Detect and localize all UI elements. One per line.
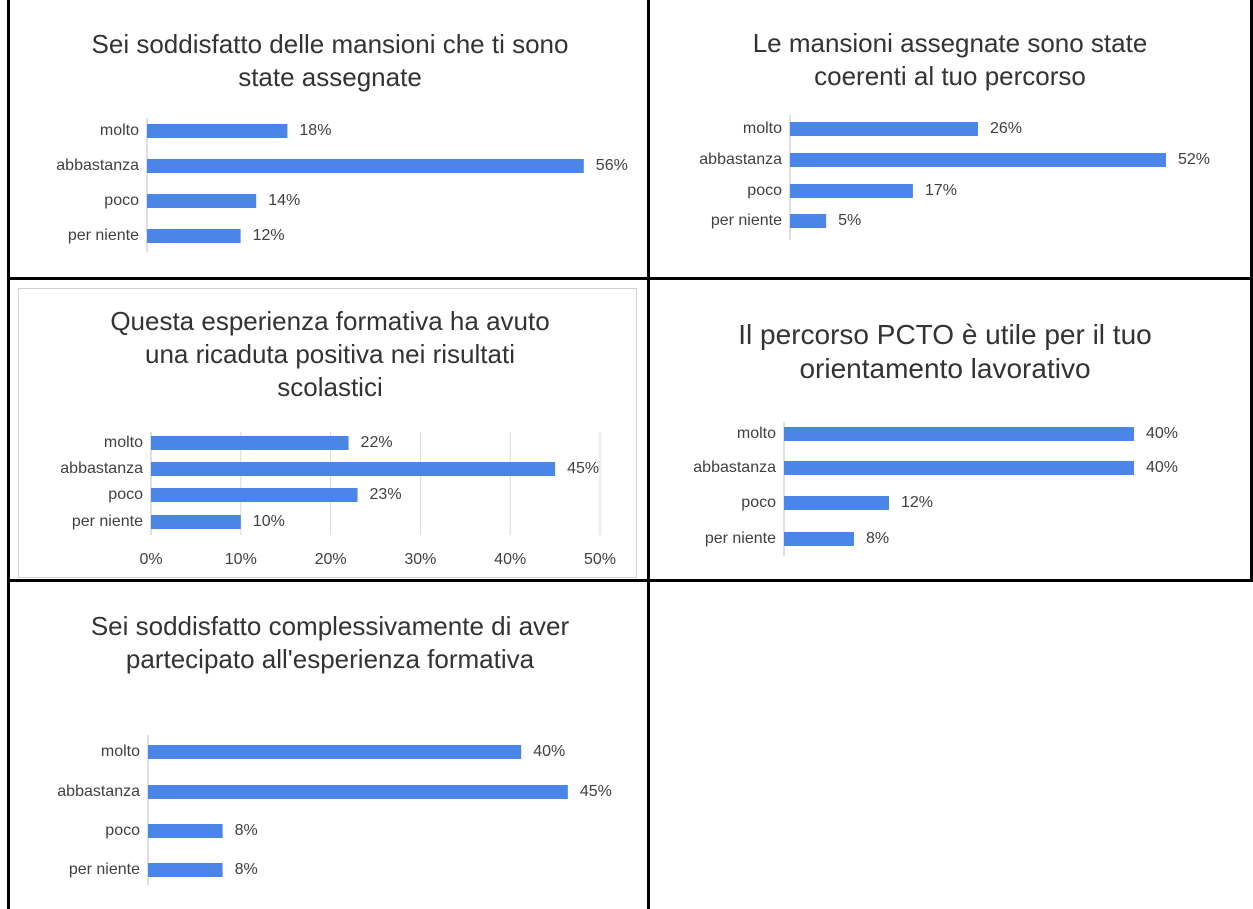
y-tick-label: per niente (68, 227, 139, 244)
chart-title: Questa esperienza formativa ha avuto una… (110, 306, 550, 402)
y-tick-label: molto (104, 434, 143, 451)
bar (151, 515, 241, 529)
bar (151, 462, 556, 476)
y-tick-label: poco (108, 486, 143, 503)
data-label: 45% (580, 783, 612, 800)
border (7, 277, 1253, 280)
data-label: 8% (866, 530, 889, 547)
y-tick-label: abbastanza (56, 157, 139, 174)
y-tick-label: molto (101, 743, 140, 760)
data-label: 17% (925, 182, 957, 199)
y-tick-label: poco (747, 182, 782, 199)
x-tick-label: 30% (404, 551, 436, 568)
y-tick-label: per niente (72, 513, 143, 530)
y-tick-label: abbastanza (699, 151, 782, 168)
data-label: 12% (901, 494, 933, 511)
data-label: 26% (990, 120, 1022, 137)
bar (147, 229, 241, 243)
chart-title: Sei soddisfatto delle mansioni che ti so… (91, 29, 569, 92)
bar (790, 214, 827, 228)
x-tick-label: 20% (315, 551, 347, 568)
bar (790, 122, 978, 136)
data-label: 8% (235, 861, 258, 878)
bar (784, 496, 889, 510)
data-label: 5% (838, 212, 861, 229)
border (7, 0, 10, 909)
data-label: 18% (299, 122, 331, 139)
bar (784, 461, 1134, 475)
bar (151, 488, 358, 502)
data-label: 56% (596, 157, 628, 174)
data-label: 40% (533, 743, 565, 760)
y-tick-label: molto (737, 425, 776, 442)
x-tick-label: 10% (225, 551, 257, 568)
bar (151, 436, 349, 450)
y-tick-label: abbastanza (60, 460, 143, 477)
bar (147, 194, 257, 208)
y-tick-label: molto (743, 120, 782, 137)
y-tick-label: abbastanza (57, 783, 140, 800)
y-tick-label: abbastanza (693, 459, 776, 476)
x-tick-label: 50% (584, 551, 616, 568)
y-tick-label: molto (100, 122, 139, 139)
data-label: 23% (370, 486, 402, 503)
data-label: 22% (361, 434, 393, 451)
data-label: 52% (1178, 151, 1210, 168)
chart-title: Le mansioni assegnate sono state coerent… (752, 28, 1148, 91)
x-tick-label: 40% (494, 551, 526, 568)
border (7, 579, 1253, 582)
data-label: 40% (1146, 425, 1178, 442)
bar (148, 824, 223, 838)
y-tick-label: per niente (705, 530, 776, 547)
bar (784, 532, 854, 546)
y-tick-label: per niente (69, 861, 140, 878)
y-tick-label: poco (741, 494, 776, 511)
bar (148, 745, 522, 759)
chart-frame (18, 288, 637, 578)
bar (148, 785, 568, 799)
bar (784, 427, 1134, 441)
chart-title: Sei soddisfatto complessivamente di aver… (90, 611, 570, 674)
x-tick-label: 0% (139, 551, 162, 568)
border (1250, 0, 1253, 580)
y-tick-label: poco (104, 192, 139, 209)
data-label: 10% (253, 513, 285, 530)
chart-title: Il percorso PCTO è utile per il tuo orie… (738, 319, 1152, 384)
data-label: 14% (268, 192, 300, 209)
bar (148, 863, 223, 877)
data-label: 40% (1146, 459, 1178, 476)
border (647, 0, 650, 909)
data-label: 12% (253, 227, 285, 244)
bar (790, 153, 1166, 167)
data-label: 8% (235, 822, 258, 839)
bar (147, 124, 288, 138)
y-tick-label: poco (105, 822, 140, 839)
bar (147, 159, 584, 173)
bar (790, 184, 913, 198)
y-tick-label: per niente (711, 212, 782, 229)
data-label: 45% (567, 460, 599, 477)
